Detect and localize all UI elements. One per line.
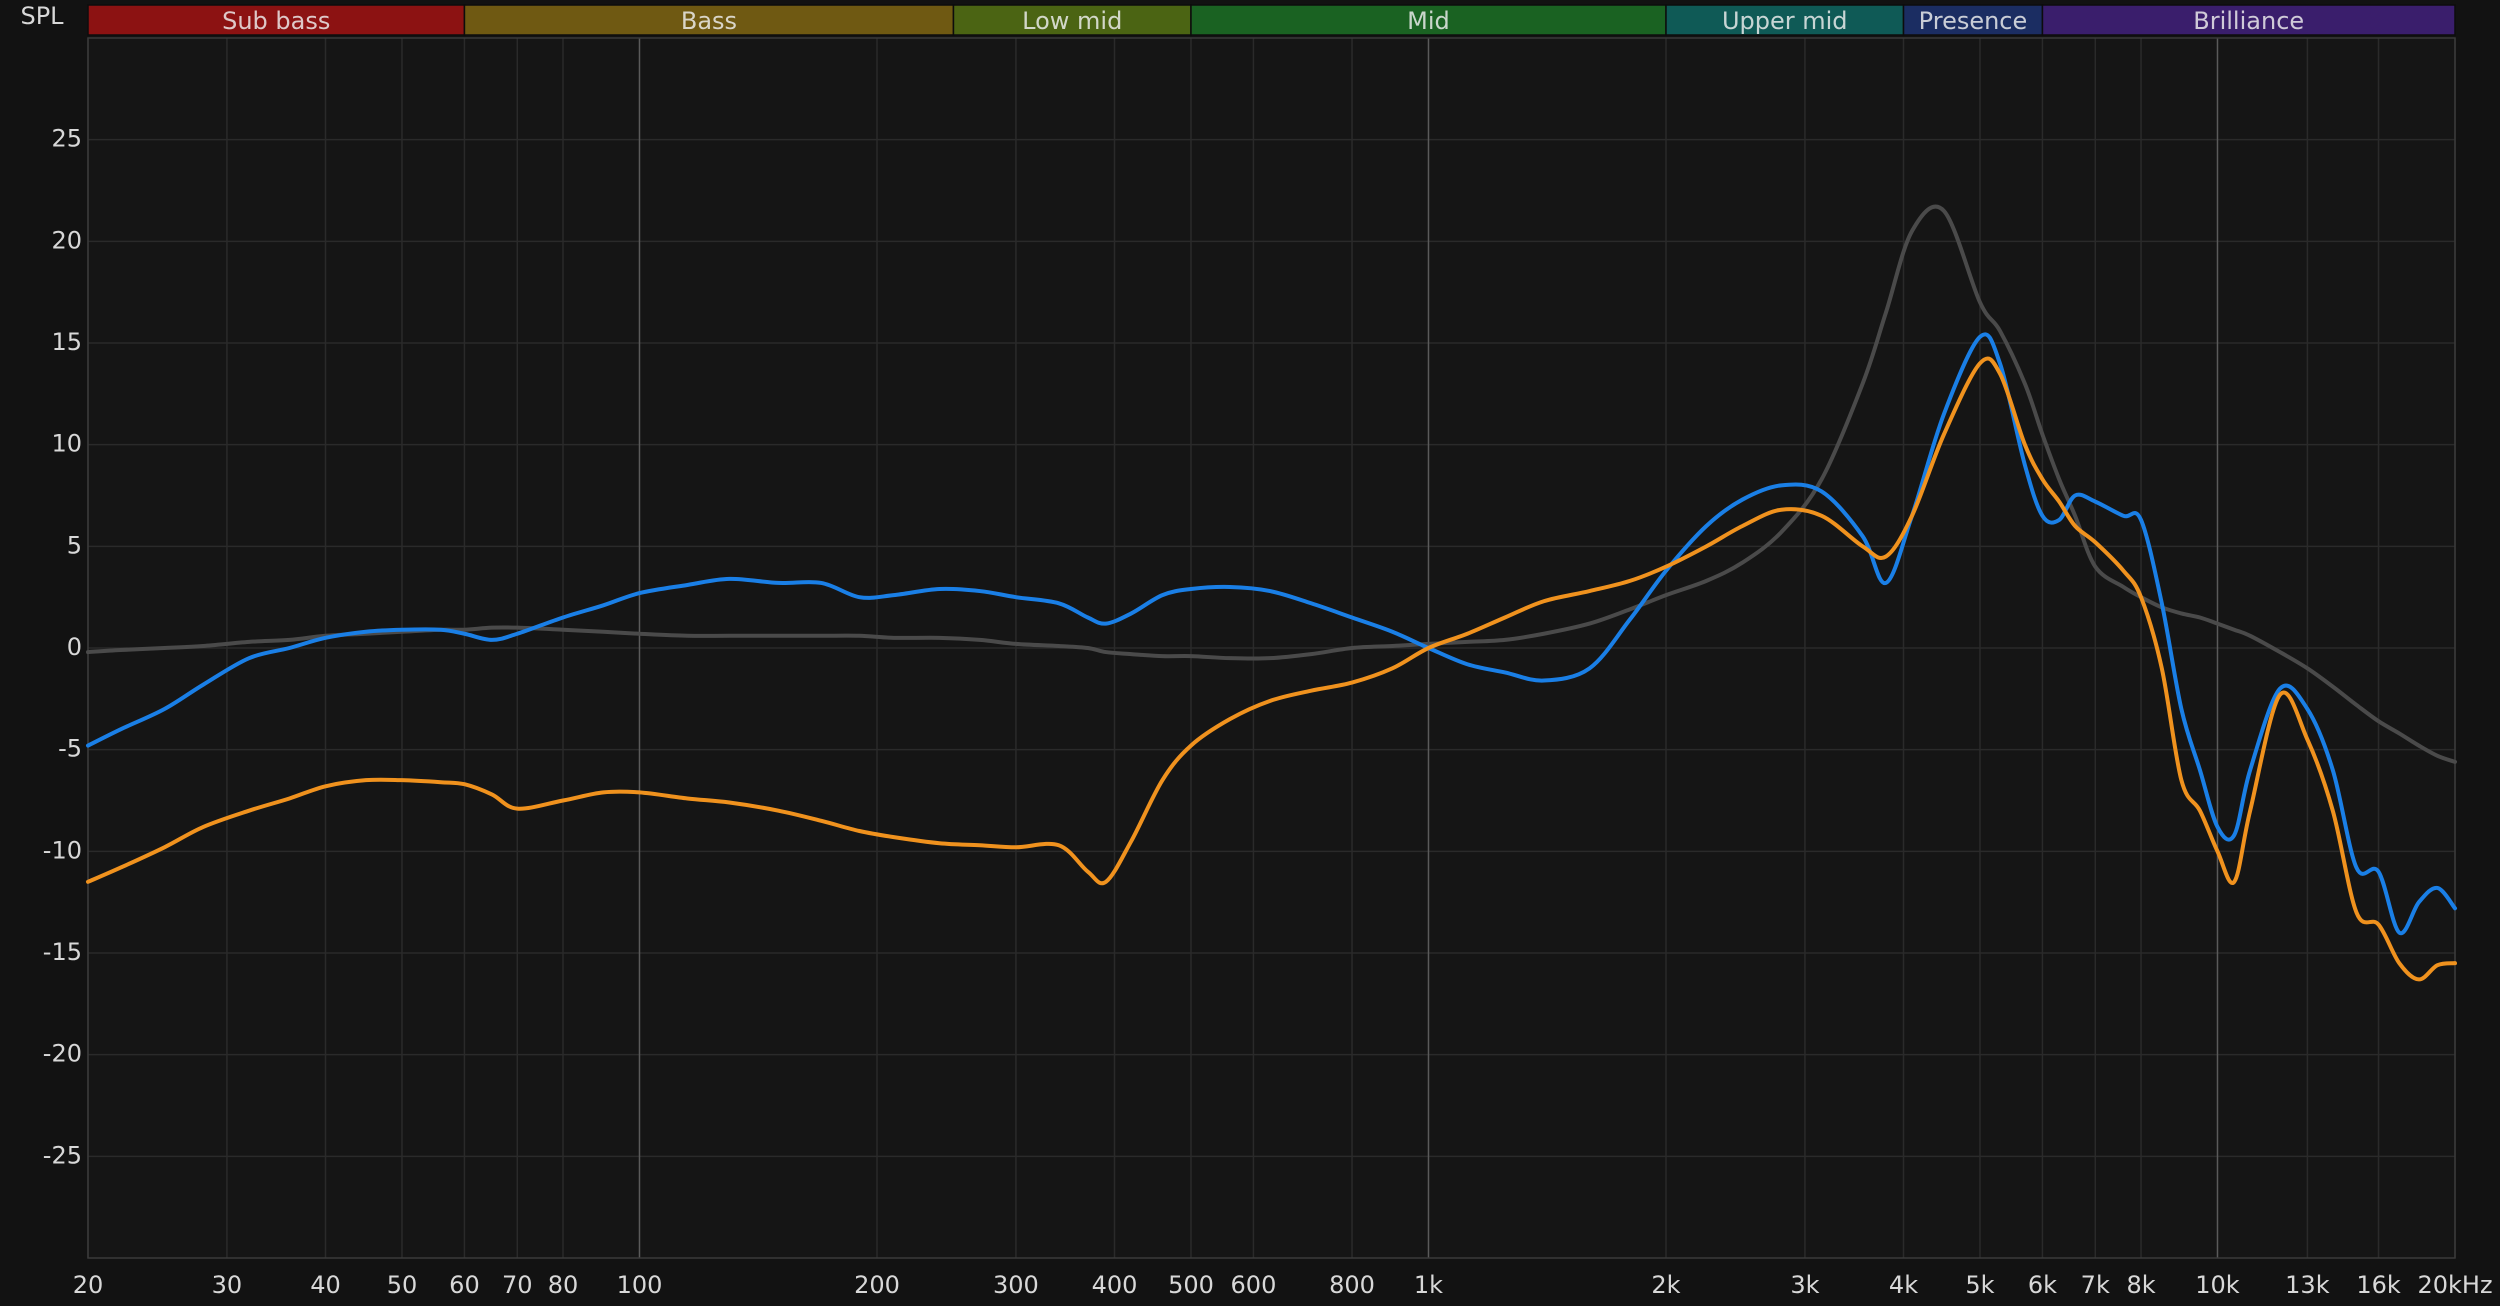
band [952, 4, 1192, 36]
x-tick-label: 1k [1414, 1271, 1443, 1299]
y-tick-label: 10 [51, 430, 82, 458]
x-tick-label: 8k [2126, 1271, 2155, 1299]
band-label: Upper mid [1722, 7, 1848, 35]
y-tick-label: -15 [43, 938, 82, 966]
x-tick-label: 600 [1231, 1271, 1277, 1299]
y-tick-label: -20 [43, 1040, 82, 1068]
x-tick-label: 30 [212, 1271, 243, 1299]
band-label: Mid [1407, 7, 1450, 35]
x-tick-label: 800 [1329, 1271, 1375, 1299]
x-tick-label: 4k [1889, 1271, 1918, 1299]
band [1665, 4, 1905, 36]
band [1902, 4, 2044, 36]
y-tick-label: -10 [43, 836, 82, 864]
x-tick-label: 100 [617, 1271, 663, 1299]
x-tick-label: 300 [993, 1271, 1039, 1299]
x-tick-label: 70 [502, 1271, 533, 1299]
x-tick-label: 7k [2081, 1271, 2110, 1299]
plot-frame [87, 37, 2456, 1259]
x-tick-label: 5k [1965, 1271, 1994, 1299]
band-label: Bass [681, 7, 737, 35]
x-tick-label: 400 [1092, 1271, 1138, 1299]
band [87, 4, 466, 36]
x-tick-label: 80 [548, 1271, 579, 1299]
response-curve [86, 356, 2457, 982]
band-label: Sub bass [222, 7, 330, 35]
x-tick-label: 50 [387, 1271, 418, 1299]
x-tick-label: 40 [310, 1271, 341, 1299]
x-tick-label: 10k [2195, 1271, 2240, 1299]
band-label: Presence [1919, 7, 2028, 35]
x-tick-label: 13k [2285, 1271, 2330, 1299]
y-tick-label: 0 [67, 633, 82, 661]
band-label: Low mid [1022, 7, 1122, 35]
response-curve [86, 332, 2457, 936]
y-axis-label: SPL [20, 2, 64, 30]
band-label: Brilliance [2193, 7, 2304, 35]
band [463, 4, 955, 36]
y-tick-label: 20 [51, 226, 82, 254]
x-tick-label: 3k [1790, 1271, 1819, 1299]
y-tick-label: 25 [51, 125, 82, 153]
x-tick-label: 20 [73, 1271, 104, 1299]
y-tick-label: -5 [58, 735, 82, 763]
response-curve [86, 204, 2457, 764]
x-tick-label: 6k [2028, 1271, 2057, 1299]
x-tick-label: 60 [449, 1271, 480, 1299]
x-tick-label: 200 [854, 1271, 900, 1299]
y-tick-label: 5 [67, 531, 82, 559]
y-tick-label: -25 [43, 1141, 82, 1169]
band [2041, 4, 2456, 36]
x-tick-label: 500 [1168, 1271, 1214, 1299]
band [1190, 4, 1667, 36]
x-tick-label: 20kHz [2417, 1271, 2492, 1299]
x-tick-label: 2k [1651, 1271, 1680, 1299]
x-tick-label: 16k [2356, 1271, 2401, 1299]
y-tick-label: 15 [51, 328, 82, 356]
